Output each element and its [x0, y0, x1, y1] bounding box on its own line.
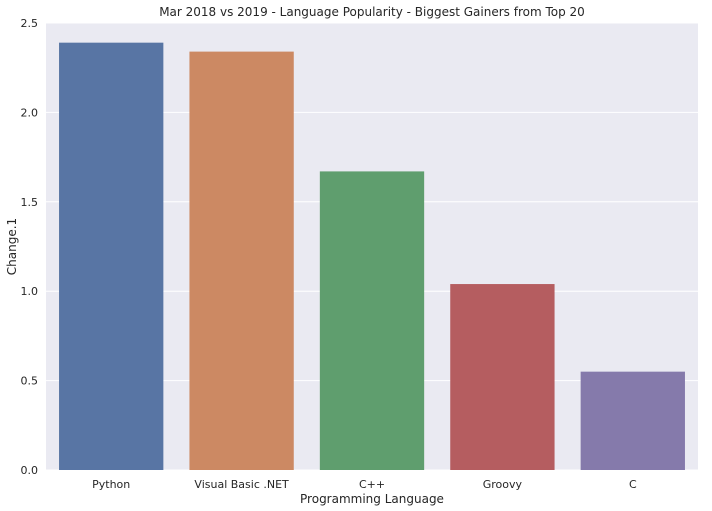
- chart-title: Mar 2018 vs 2019 - Language Popularity -…: [159, 5, 585, 19]
- bars: [59, 42, 685, 471]
- bar: [580, 371, 685, 470]
- bar: [450, 284, 555, 470]
- bar: [59, 42, 164, 470]
- x-tick-label: Visual Basic .NET: [194, 478, 289, 491]
- bar: [189, 51, 294, 470]
- x-tick-label: C++: [359, 478, 385, 491]
- x-axis-label: Programming Language: [300, 492, 444, 506]
- y-tick-label: 1.5: [21, 196, 39, 209]
- y-tick-label: 2.5: [21, 17, 39, 30]
- y-tick-label: 2.0: [21, 106, 39, 119]
- bar: [319, 171, 425, 471]
- y-tick-label: 1.0: [21, 285, 39, 298]
- x-tick-labels: Python Visual Basic .NET C++ Groovy C: [92, 478, 637, 491]
- y-tick-label: 0.0: [21, 464, 39, 477]
- x-tick-label: Groovy: [483, 478, 523, 491]
- y-axis-label: Change.1: [5, 218, 19, 275]
- y-tick-labels: 0.0 0.5 1.0 1.5 2.0 2.5: [21, 17, 39, 477]
- y-tick-label: 0.5: [21, 375, 39, 388]
- x-tick-label: Python: [92, 478, 130, 491]
- x-tick-label: C: [629, 478, 637, 491]
